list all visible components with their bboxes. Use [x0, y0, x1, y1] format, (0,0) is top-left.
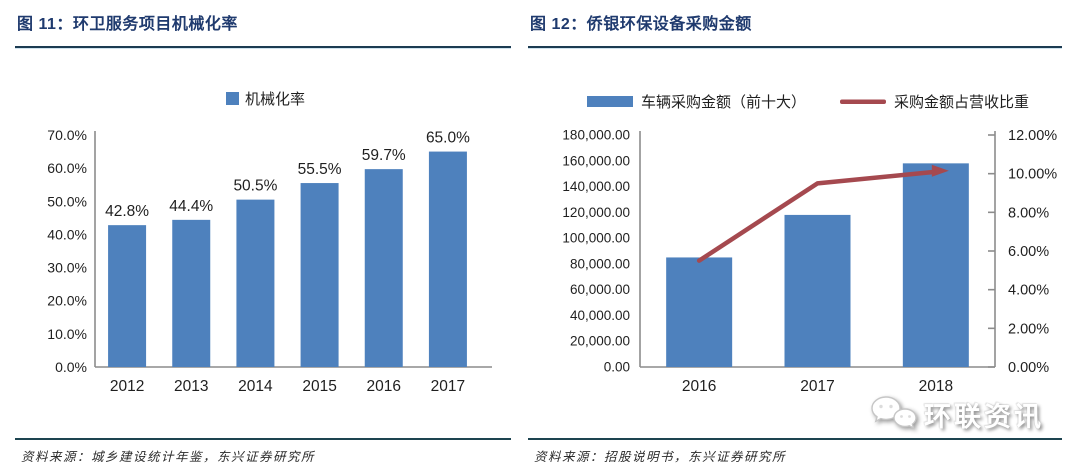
chat-bubbles-icon [871, 396, 917, 430]
x-tick-label-2013: 2013 [174, 378, 208, 395]
figure-12-source-rule [528, 438, 1062, 440]
figure-11-panel: 图 11：环卫服务项目机械化率 机械化率 0.0% 10.0% 20.0% 30.0% 4… [15, 0, 515, 471]
y-tick-label: 70.0% [47, 127, 87, 143]
bar-2014 [236, 199, 275, 367]
left-y-tick-label: 140,000.00 [562, 179, 630, 194]
left-y-tick-label: 160,000.00 [562, 153, 630, 168]
bar-2017 [784, 214, 851, 367]
data-label-2012: 42.8% [105, 203, 149, 220]
figure-11-title: 图 11：环卫服务项目机械化率 [17, 16, 238, 33]
right-y-tick-label: 6.00% [1008, 244, 1049, 260]
legend-swatch-mechanization [226, 92, 239, 105]
left-y-tick-label: 100,000.00 [562, 231, 630, 246]
x-tick-label-2016: 2016 [367, 378, 401, 395]
left-y-tick-label: 60,000.00 [570, 282, 630, 297]
bar-2016 [364, 169, 403, 367]
x-tick-label-2018: 2018 [919, 378, 953, 395]
bar-2016 [666, 257, 733, 367]
legend-label-mechanization: 机械化率 [245, 91, 305, 108]
figure-11-source: 资料来源：城乡建设统计年鉴，东兴证券研究所 [21, 450, 316, 464]
legend-label-purchase-bar: 车辆采购金额（前十大） [641, 94, 806, 111]
legend-swatch-ratio-line [840, 99, 886, 104]
data-label-2014: 50.5% [233, 178, 277, 195]
right-y-tick-label: 8.00% [1008, 205, 1049, 221]
right-y-tick-label: 12.00% [1008, 128, 1057, 144]
right-y-tick-label: 10.00% [1008, 167, 1057, 183]
x-tick-label-2016: 2016 [682, 378, 716, 395]
x-tick-label-2015: 2015 [302, 378, 336, 395]
figure-11-source-rule [15, 438, 511, 440]
legend-label-ratio-line: 采购金额占营收比重 [894, 94, 1029, 111]
y-tick-label: 40.0% [47, 226, 87, 242]
bar-2017 [428, 151, 467, 367]
figure-11-bar-chart: 机械化率 0.0% 10.0% 20.0% 30.0% 40.0% 50.0% 60.0% 70… [47, 91, 492, 395]
x-tick-label-2012: 2012 [110, 378, 144, 395]
bar-2012 [108, 225, 147, 367]
figure-11-title-rule [15, 46, 511, 49]
watermark-text: 环联资讯 [924, 401, 1044, 432]
data-label-2013: 44.4% [169, 198, 213, 215]
left-y-tick-label: 20,000.00 [570, 334, 630, 349]
y-tick-label: 30.0% [47, 260, 87, 276]
ratio-line [696, 169, 939, 263]
left-y-tick-label: 120,000.00 [562, 205, 630, 220]
bar-2013 [172, 219, 211, 367]
left-y-tick-label: 0.00 [604, 360, 630, 375]
right-y-tick-label: 2.00% [1008, 321, 1049, 337]
bar-2015 [300, 183, 339, 367]
x-tick-label-2017: 2017 [431, 378, 465, 395]
right-y-tick-label: 4.00% [1008, 283, 1049, 299]
left-y-tick-label: 180,000.00 [562, 128, 630, 143]
x-tick-label-2014: 2014 [238, 378, 273, 395]
figure-12-source: 资料来源：招股说明书，东兴证券研究所 [534, 450, 787, 464]
data-label-2015: 55.5% [298, 161, 342, 178]
data-label-2016: 59.7% [362, 147, 406, 164]
figure-12-panel: 图 12：侨银环保设备采购金额 车辆采购金额（前十大） 采购金额占营收比重 0.00… [528, 0, 1066, 471]
legend-swatch-purchase-bar [587, 96, 633, 107]
y-tick-label: 10.0% [47, 326, 87, 342]
x-tick-label-2017: 2017 [800, 378, 834, 395]
right-y-tick-label: 0.00% [1008, 360, 1049, 376]
data-label-2017: 65.0% [426, 130, 470, 147]
figure-12-title: 图 12：侨银环保设备采购金额 [530, 16, 752, 33]
left-y-tick-label: 80,000.00 [570, 256, 630, 271]
y-tick-label: 50.0% [47, 193, 87, 209]
huanlian-watermark: 环联资讯 [870, 394, 1044, 434]
line-end-arrow [931, 164, 949, 177]
y-tick-label: 20.0% [47, 293, 87, 309]
y-tick-label: 0.0% [55, 359, 87, 375]
bar-2018 [902, 163, 969, 367]
figure-12-combo-chart: 车辆采购金额（前十大） 采购金额占营收比重 0.00 20,000.00 40,000.… [562, 94, 1057, 395]
y-tick-label: 60.0% [47, 160, 87, 176]
figure-12-title-rule [528, 46, 1062, 49]
left-y-tick-label: 40,000.00 [570, 308, 630, 323]
